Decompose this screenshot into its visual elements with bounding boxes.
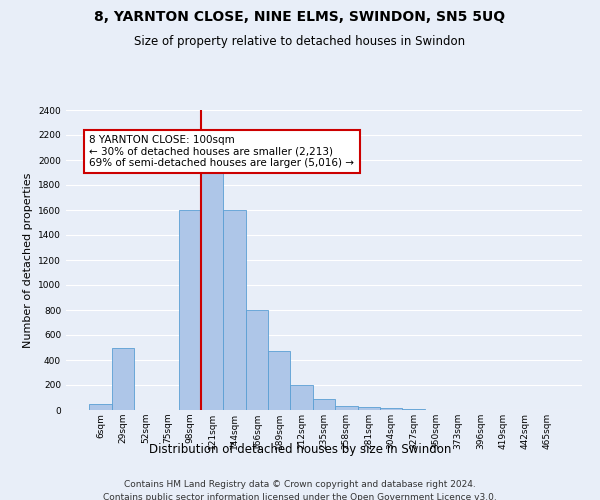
Bar xyxy=(89,404,112,410)
Bar xyxy=(179,210,201,410)
Bar xyxy=(313,399,335,410)
Bar xyxy=(112,348,134,410)
Text: 8, YARNTON CLOSE, NINE ELMS, SWINDON, SN5 5UQ: 8, YARNTON CLOSE, NINE ELMS, SWINDON, SN… xyxy=(94,10,506,24)
Bar xyxy=(246,310,268,410)
Text: Size of property relative to detached houses in Swindon: Size of property relative to detached ho… xyxy=(134,35,466,48)
Y-axis label: Number of detached properties: Number of detached properties xyxy=(23,172,32,348)
Bar xyxy=(335,406,358,410)
Bar xyxy=(223,210,246,410)
Text: Contains HM Land Registry data © Crown copyright and database right 2024.: Contains HM Land Registry data © Crown c… xyxy=(124,480,476,489)
Bar xyxy=(380,408,402,410)
Text: 8 YARNTON CLOSE: 100sqm
← 30% of detached houses are smaller (2,213)
69% of semi: 8 YARNTON CLOSE: 100sqm ← 30% of detache… xyxy=(89,135,355,168)
Bar xyxy=(290,385,313,410)
Bar xyxy=(201,166,223,410)
Text: Contains public sector information licensed under the Open Government Licence v3: Contains public sector information licen… xyxy=(103,492,497,500)
Bar xyxy=(268,350,290,410)
Text: Distribution of detached houses by size in Swindon: Distribution of detached houses by size … xyxy=(149,442,451,456)
Bar xyxy=(358,407,380,410)
